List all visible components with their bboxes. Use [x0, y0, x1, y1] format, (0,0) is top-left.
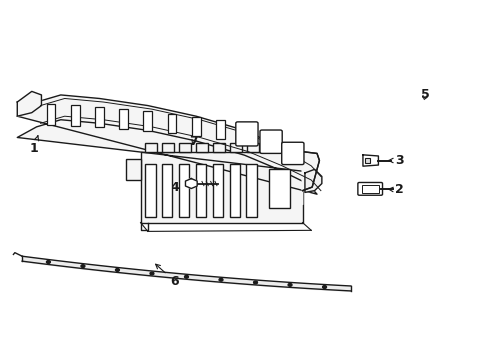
Polygon shape	[305, 169, 321, 192]
Bar	[268, 169, 290, 208]
Bar	[143, 111, 152, 131]
Bar	[216, 120, 224, 139]
Text: 1: 1	[30, 136, 39, 154]
Bar	[162, 143, 174, 152]
Circle shape	[407, 96, 423, 108]
Bar	[144, 164, 155, 217]
Bar	[196, 143, 208, 152]
Text: 5: 5	[421, 89, 429, 102]
Polygon shape	[362, 155, 378, 166]
Circle shape	[253, 281, 257, 284]
Circle shape	[287, 283, 291, 286]
Text: 4: 4	[170, 181, 184, 194]
Circle shape	[402, 92, 429, 112]
Bar	[179, 164, 189, 217]
Text: 3: 3	[388, 154, 403, 167]
Circle shape	[46, 261, 50, 264]
Text: 6: 6	[155, 264, 178, 288]
Bar	[246, 164, 257, 217]
FancyBboxPatch shape	[357, 183, 382, 195]
Circle shape	[81, 265, 85, 267]
Bar	[246, 143, 259, 152]
Circle shape	[184, 275, 188, 278]
Polygon shape	[185, 179, 197, 189]
Circle shape	[115, 269, 119, 271]
Bar	[195, 164, 206, 217]
Bar	[229, 143, 242, 152]
Bar	[212, 164, 223, 217]
Bar	[140, 152, 302, 222]
Circle shape	[150, 272, 154, 275]
FancyBboxPatch shape	[235, 122, 258, 146]
FancyBboxPatch shape	[260, 130, 282, 153]
Bar	[213, 143, 224, 152]
Bar	[167, 113, 176, 133]
Bar	[71, 105, 80, 126]
Bar	[162, 164, 172, 217]
Text: 7: 7	[189, 135, 198, 148]
Polygon shape	[302, 152, 319, 205]
Text: 2: 2	[388, 184, 403, 197]
Polygon shape	[17, 95, 316, 194]
Bar	[145, 143, 157, 152]
Circle shape	[322, 285, 326, 288]
Bar	[364, 158, 369, 163]
FancyBboxPatch shape	[281, 142, 304, 165]
Bar	[179, 143, 191, 152]
Polygon shape	[17, 91, 41, 116]
Bar	[126, 159, 140, 180]
Bar	[119, 109, 128, 129]
Bar	[95, 107, 103, 127]
Bar	[361, 185, 378, 193]
Bar	[229, 164, 240, 217]
Bar	[191, 117, 200, 136]
Bar	[47, 104, 55, 125]
Circle shape	[219, 278, 223, 281]
